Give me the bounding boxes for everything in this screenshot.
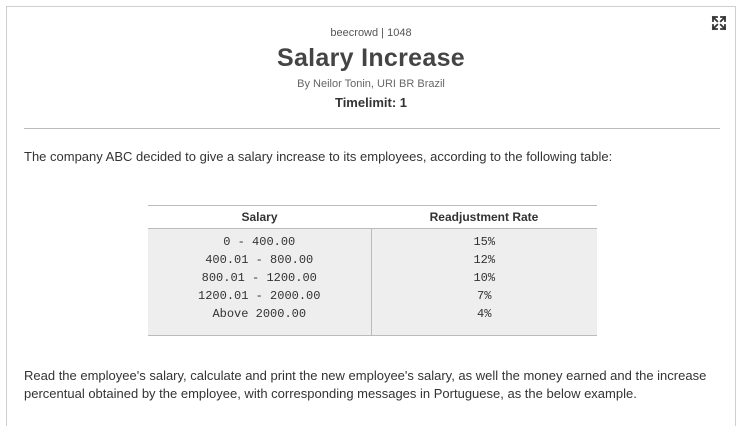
time-limit: Timelimit: 1 xyxy=(334,95,407,110)
salary-range: Above 2000.00 xyxy=(212,307,307,321)
expand-icon[interactable] xyxy=(711,15,727,31)
salary-range: 1200.01 - 2000.00 xyxy=(198,289,321,303)
problem-panel: beecrowd | 1048 Salary Increase By Neilo… xyxy=(6,6,736,426)
salary-rate-table: Salary Readjustment Rate 0 - 400.00 400.… xyxy=(148,205,597,336)
readjustment-rate: 15% xyxy=(473,235,496,249)
problem-source: beecrowd | 1048 xyxy=(330,27,412,39)
intro-paragraph: The company ABC decided to give a salary… xyxy=(24,149,613,164)
readjustment-rate: 7% xyxy=(477,289,492,303)
column-header-salary: Salary xyxy=(148,205,371,229)
salary-range: 0 - 400.00 xyxy=(223,235,296,249)
column-header-rate: Readjustment Rate xyxy=(371,205,597,229)
page-title: Salary Increase xyxy=(277,44,465,72)
salary-range: 800.01 - 1200.00 xyxy=(201,271,317,285)
rate-column: 15% 12% 10% 7% 4% xyxy=(371,228,597,336)
problem-author: By Neilor Tonin, URI BR Brazil xyxy=(297,78,445,90)
readjustment-rate: 12% xyxy=(473,253,496,267)
salary-range: 400.01 - 800.00 xyxy=(205,253,314,267)
description-paragraph: Read the employee's salary, calculate an… xyxy=(24,368,707,401)
header-divider xyxy=(24,128,720,129)
readjustment-rate: 4% xyxy=(477,307,492,321)
salary-column: 0 - 400.00 400.01 - 800.00 800.01 - 1200… xyxy=(148,228,372,336)
readjustment-rate: 10% xyxy=(473,271,496,285)
